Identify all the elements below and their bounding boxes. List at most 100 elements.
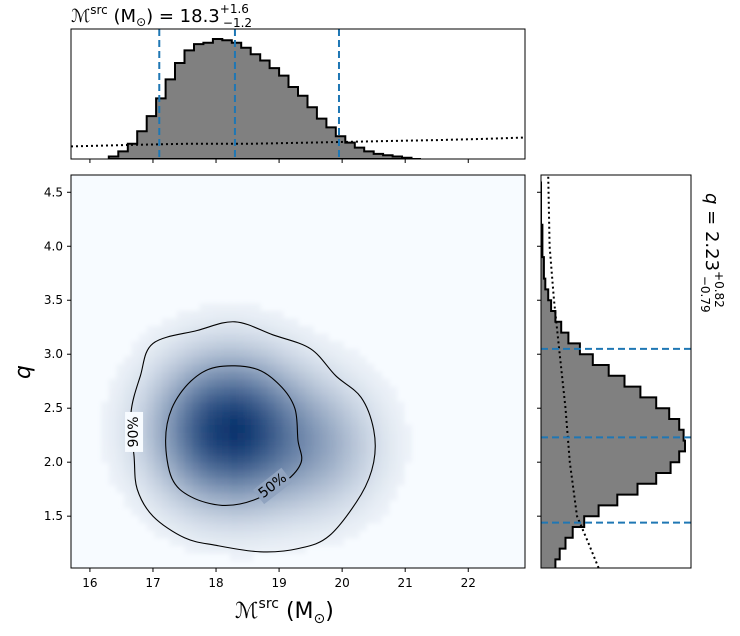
density-cell	[381, 439, 390, 448]
density-cell	[131, 379, 140, 388]
density-cell	[305, 469, 314, 478]
density-cell	[184, 416, 193, 426]
density-cell	[245, 477, 254, 486]
density-cell	[131, 462, 140, 471]
density-cell	[184, 371, 193, 380]
density-cell	[222, 477, 231, 486]
density-cell	[298, 394, 307, 403]
density-cell	[176, 515, 186, 524]
density-cell	[335, 530, 344, 539]
density-cell	[366, 401, 375, 410]
density-cell	[305, 363, 314, 373]
density-cell	[305, 499, 314, 509]
density-cell	[245, 454, 254, 463]
density-cell	[282, 507, 292, 516]
density-heatmap	[101, 303, 413, 562]
density-cell	[229, 401, 239, 410]
density-cell	[192, 492, 201, 501]
density-cell	[373, 431, 382, 441]
density-cell	[154, 439, 163, 448]
density-cell	[199, 311, 208, 320]
density-cell	[305, 477, 314, 486]
density-cell	[358, 424, 367, 433]
density-cell	[245, 386, 254, 395]
density-cell	[350, 379, 360, 388]
density-cell	[343, 386, 352, 395]
y-title-plus-error: +0.82	[712, 271, 726, 308]
density-cell	[222, 515, 231, 524]
density-cell	[320, 522, 329, 531]
density-cell	[388, 492, 397, 501]
density-cell	[275, 311, 284, 320]
density-cell	[161, 469, 170, 478]
density-cell	[313, 416, 322, 426]
density-cell	[207, 507, 216, 516]
density-cell	[275, 386, 284, 395]
density-cell	[267, 530, 276, 539]
density-cell	[154, 454, 163, 463]
density-cell	[320, 363, 329, 373]
density-cell	[192, 424, 201, 433]
density-cell	[214, 492, 223, 501]
density-cell	[388, 469, 397, 478]
density-cell	[214, 507, 223, 516]
density-cell	[101, 409, 110, 418]
density-cell	[245, 401, 254, 410]
density-cell	[396, 454, 405, 463]
density-cell	[267, 363, 276, 373]
density-cell	[396, 401, 405, 410]
x-title-symbol: ℳ	[71, 6, 90, 27]
density-cell	[139, 386, 148, 395]
density-cell	[350, 454, 360, 463]
density-cell	[123, 469, 133, 478]
density-cells	[101, 303, 413, 562]
density-cell	[139, 401, 148, 410]
density-cell	[328, 515, 337, 524]
density-cell	[184, 447, 193, 456]
density-cell	[116, 363, 125, 373]
density-cell	[267, 416, 276, 426]
density-cell	[373, 454, 382, 463]
x-tick-label: 17	[145, 576, 160, 590]
density-cell	[313, 379, 322, 388]
density-cell	[305, 431, 314, 441]
density-cell	[381, 409, 390, 418]
density-cell	[131, 363, 140, 373]
density-cell	[184, 515, 193, 524]
density-cell	[298, 545, 307, 554]
density-cell	[229, 303, 239, 312]
density-cell	[267, 537, 276, 546]
density-cell	[199, 371, 208, 380]
density-cell	[101, 401, 110, 410]
density-cell	[343, 379, 352, 388]
density-cell	[146, 409, 155, 418]
density-cell	[388, 424, 397, 433]
density-cell	[366, 499, 375, 509]
density-cell	[373, 484, 382, 494]
density-cell	[290, 462, 299, 471]
density-cell	[229, 386, 239, 395]
density-cell	[222, 326, 231, 335]
density-cell	[237, 326, 246, 335]
density-cell	[154, 386, 163, 395]
density-cell	[199, 545, 208, 554]
density-cell	[403, 439, 413, 448]
density-cell	[245, 439, 254, 448]
density-cell	[343, 477, 352, 486]
density-cell	[139, 431, 148, 441]
density-cell	[192, 454, 201, 463]
density-cell	[305, 326, 314, 335]
density-cell	[222, 341, 231, 350]
density-cell	[229, 447, 239, 456]
density-cell	[328, 522, 337, 531]
density-cell	[396, 431, 405, 441]
density-cell	[328, 401, 337, 410]
y-marginal-panel	[537, 174, 692, 569]
density-cell	[146, 484, 155, 494]
density-cell	[328, 416, 337, 426]
density-cell	[290, 409, 299, 418]
density-cell	[343, 447, 352, 456]
density-cell	[237, 394, 246, 403]
density-cell	[343, 363, 352, 373]
density-cell	[108, 424, 117, 433]
